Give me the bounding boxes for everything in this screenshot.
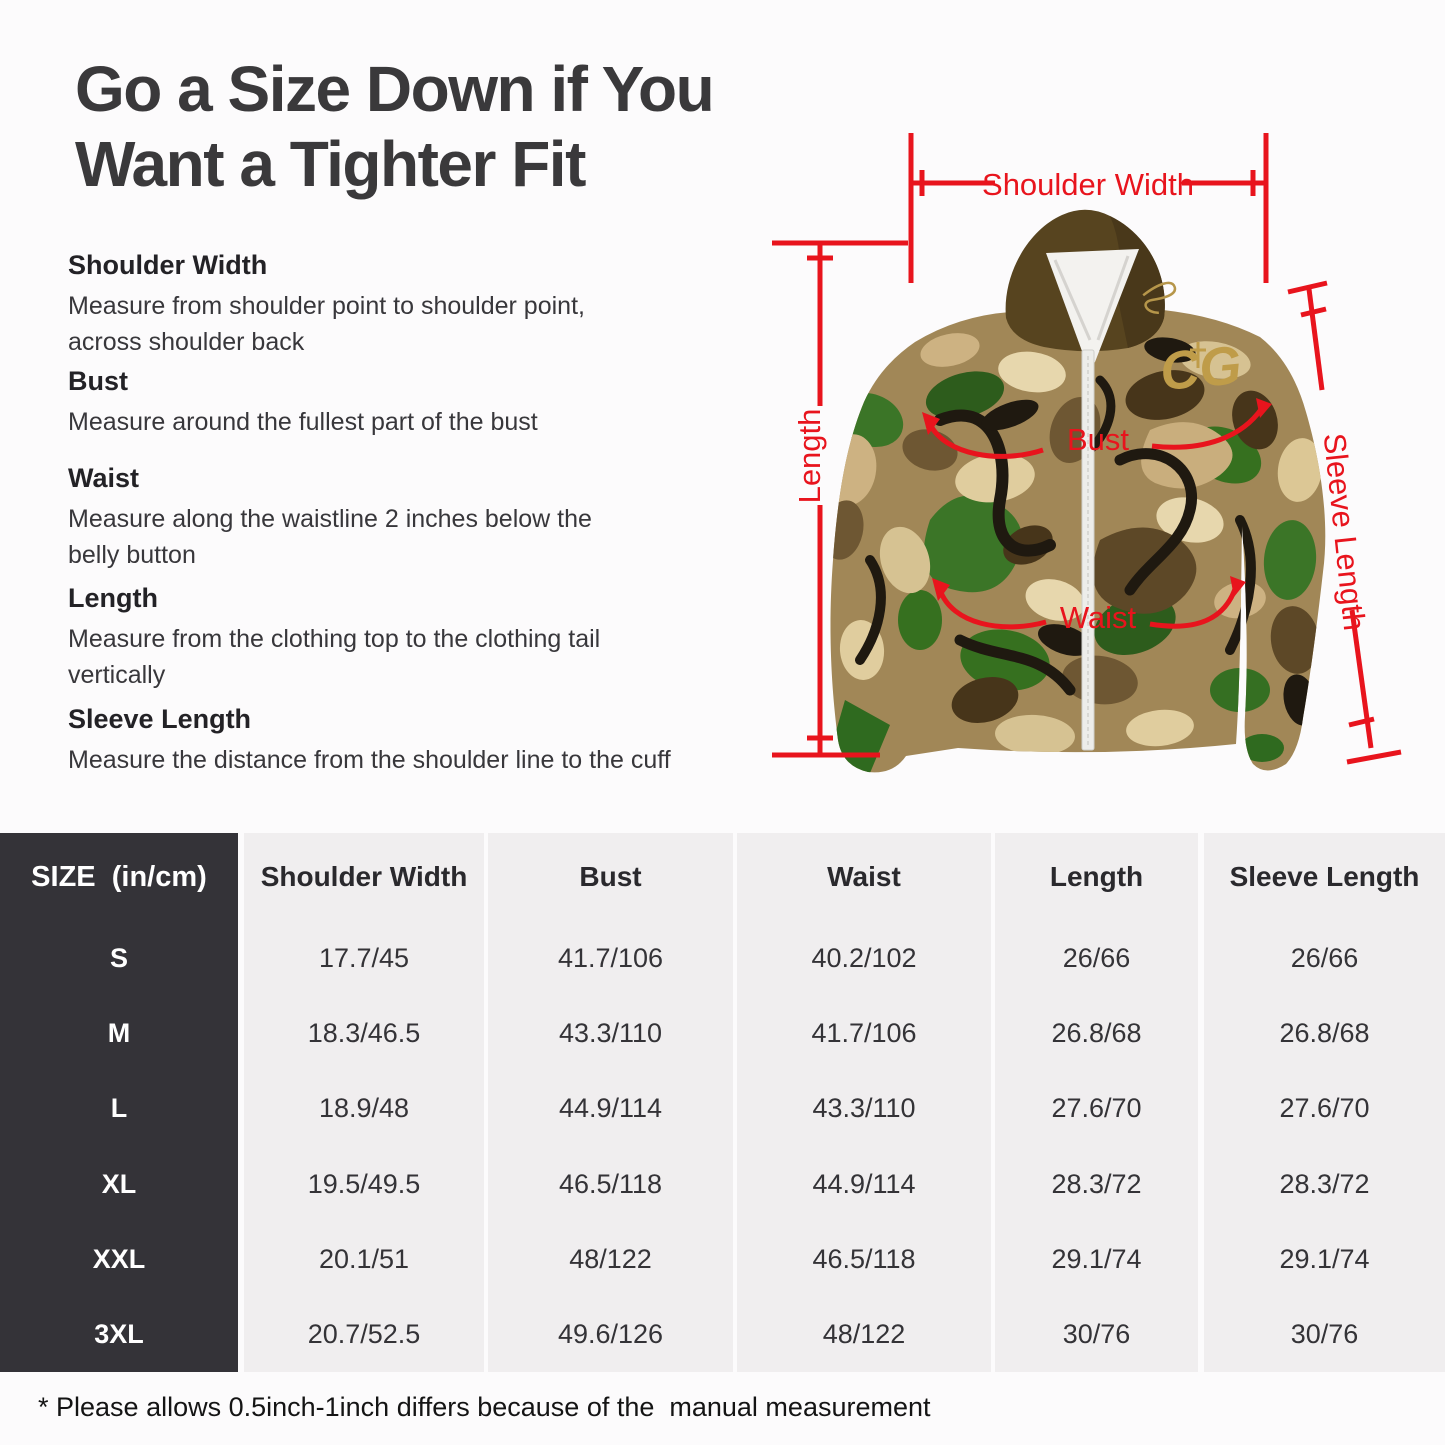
measurement-annotations	[772, 133, 1402, 765]
table-cell: 20.7/52.5	[307, 1318, 421, 1349]
table-cell: 30/76	[1062, 1318, 1131, 1349]
definition-term-waist: Waist	[68, 463, 140, 493]
table-column-sleeve-length: Sleeve Length 26/66 26.8/68 27.6/70 28.3…	[1204, 833, 1445, 1372]
definition-desc-shoulder-width: Measure from shoulder point to shoulder …	[68, 292, 585, 356]
table-column-size: SIZE (in/cm) S M L XL XXL 3XL	[0, 833, 238, 1372]
size-label: M	[107, 1018, 131, 1049]
table-cell: 28.3/72	[1279, 1168, 1370, 1199]
table-cell: 44.9/114	[558, 1093, 663, 1124]
size-label: L	[110, 1093, 128, 1124]
zipper	[1046, 249, 1139, 751]
table-cell: 43.3/110	[558, 1018, 663, 1049]
table-cell: 17.7/45	[318, 943, 410, 974]
table-cell: 29.1/74	[1051, 1243, 1142, 1274]
table-header-size: SIZE (in/cm)	[31, 860, 207, 893]
label-waist: Waist	[1060, 600, 1137, 635]
table-cell: 48/122	[822, 1318, 906, 1349]
size-label: XXL	[92, 1243, 146, 1274]
definition-desc-length: Measure from the clothing top to the clo…	[68, 625, 601, 689]
table-cell: 40.2/102	[811, 943, 917, 974]
table-cell: 46.5/118	[558, 1168, 663, 1199]
table-cell: 29.1/74	[1279, 1243, 1370, 1274]
camo-jacket: CG	[830, 209, 1326, 773]
table-cell: 26/66	[1062, 943, 1131, 974]
table-header: Bust	[579, 861, 642, 892]
table-column-bust: Bust 41.7/106 43.3/110 44.9/114 46.5/118…	[488, 833, 733, 1372]
size-label: S	[109, 943, 128, 974]
table-cell: 41.7/106	[811, 1018, 917, 1049]
table-cell: 48/122	[569, 1243, 652, 1274]
definition-desc-bust: Measure around the fullest part of the b…	[68, 408, 538, 436]
definition-term-sleeve-length: Sleeve Length	[68, 704, 252, 734]
size-label: XL	[101, 1168, 137, 1199]
table-cell: 27.6/70	[1279, 1093, 1370, 1124]
table-header: Shoulder Width	[260, 861, 468, 892]
definition-term-length: Length	[68, 583, 158, 613]
label-bust: Bust	[1067, 422, 1129, 457]
table-cell: 26/66	[1290, 943, 1359, 974]
table-cell: 18.3/46.5	[307, 1018, 421, 1049]
logo-text: CG	[1158, 335, 1244, 402]
brand-logo: CG	[1142, 281, 1244, 402]
camo-pattern	[830, 313, 1323, 773]
measurement-disclaimer: * Please allows 0.5inch-1inch differs be…	[38, 1392, 931, 1422]
table-cell: 28.3/72	[1051, 1168, 1142, 1199]
table-cell: 44.9/114	[812, 1168, 916, 1199]
definition-term-shoulder-width: Shoulder Width	[68, 250, 268, 280]
table-cell: 30/76	[1290, 1318, 1359, 1349]
annotation-arrowheads	[922, 398, 1272, 601]
table-column-shoulder-width: Shoulder Width 17.7/45 18.3/46.5 18.9/48…	[244, 833, 484, 1372]
table-header: Length	[1049, 861, 1144, 892]
table-cell: 41.7/106	[557, 943, 664, 974]
table-cell: 26.8/68	[1279, 1018, 1370, 1049]
table-header: Waist	[827, 861, 901, 892]
page-title: Go a Size Down if You Want a Tighter Fit	[75, 53, 715, 200]
definition-desc-waist: Measure along the waistline 2 inches bel…	[68, 505, 592, 569]
table-cell: 49.6/126	[557, 1318, 664, 1349]
table-cell: 46.5/118	[812, 1243, 916, 1274]
definition-term-bust: Bust	[68, 366, 128, 396]
table-cell: 20.1/51	[318, 1243, 410, 1274]
label-length: Length	[792, 409, 827, 504]
table-cell: 27.6/70	[1051, 1093, 1142, 1124]
label-shoulder-width: Shoulder Width	[982, 167, 1194, 202]
table-column-waist: Waist 40.2/102 41.7/106 43.3/110 44.9/11…	[737, 833, 991, 1372]
table-cell: 18.9/48	[318, 1093, 410, 1124]
table-header: Sleeve Length	[1229, 861, 1420, 892]
jacket-measurement-diagram: CG	[772, 133, 1402, 773]
size-label: 3XL	[94, 1318, 144, 1349]
table-column-length: Length 26/66 26.8/68 27.6/70 28.3/72 29.…	[995, 833, 1198, 1372]
table-cell: 43.3/110	[812, 1093, 916, 1124]
table-cell: 26.8/68	[1051, 1018, 1142, 1049]
definition-desc-sleeve-length: Measure the distance from the shoulder l…	[68, 746, 671, 774]
table-cell: 19.5/49.5	[307, 1168, 421, 1199]
